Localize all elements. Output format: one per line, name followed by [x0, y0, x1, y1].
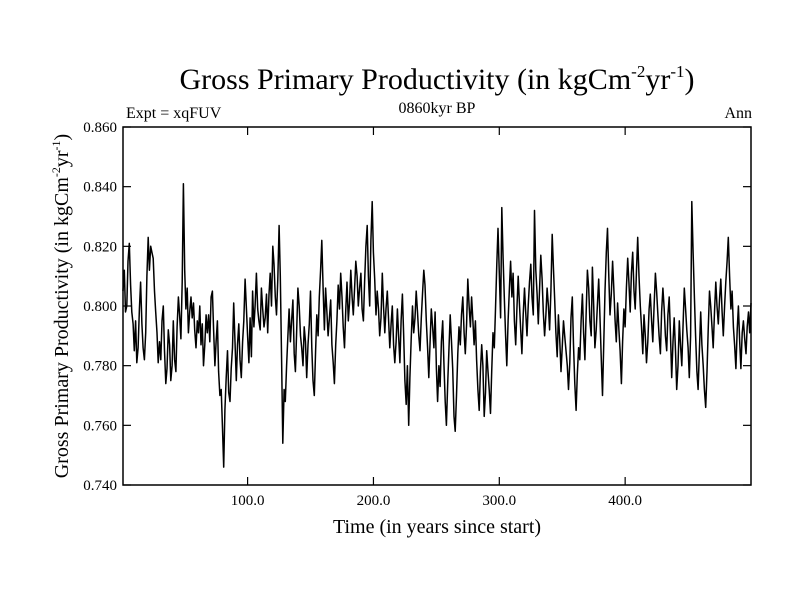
y-axis-title-main: Gross Primary Productivity (in kgCm — [51, 177, 73, 479]
y-tick-label: 0.820 — [83, 239, 117, 255]
x-tick-label: 100.0 — [231, 493, 265, 509]
y-tick-label: 0.800 — [83, 299, 117, 315]
period-label: 0860kyr BP — [399, 100, 476, 117]
y-axis-title-end: ) — [51, 134, 73, 141]
chart-title: Gross Primary Productivity (in kgCm-2yr-… — [180, 62, 695, 96]
y-tick-label: 0.860 — [83, 120, 117, 136]
y-axis-title-sup1: -2 — [49, 167, 63, 177]
season-label: Ann — [724, 105, 752, 122]
y-tick-label: 0.740 — [83, 478, 117, 494]
x-tick-label: 400.0 — [608, 493, 642, 509]
y-axis-title-mid: yr — [51, 150, 73, 167]
y-axis-title-sup2: -1 — [49, 140, 63, 150]
y-tick-label: 0.760 — [83, 418, 117, 434]
y-axis-title: Gross Primary Productivity (in kgCm-2yr-… — [49, 134, 73, 478]
chart-title-sup1: -2 — [631, 62, 645, 81]
x-tick-label: 300.0 — [482, 493, 516, 509]
chart-title-end: ) — [685, 63, 695, 96]
y-tick-label: 0.840 — [83, 180, 117, 196]
chart-title-mid: yr — [645, 63, 670, 96]
plot-frame — [122, 126, 752, 486]
series-line — [122, 182, 752, 468]
y-tick-label: 0.780 — [83, 359, 117, 375]
chart-title-sup2: -1 — [670, 62, 684, 81]
x-tick-label: 200.0 — [357, 493, 391, 509]
x-axis-ticks: 100.0 200.0 300.0 400.0 — [231, 127, 642, 509]
chart-title-main: Gross Primary Productivity (in kgCm — [180, 63, 632, 96]
x-axis-title: Time (in years since start) — [333, 516, 541, 538]
experiment-label: Expt = xqFUV — [126, 105, 222, 122]
